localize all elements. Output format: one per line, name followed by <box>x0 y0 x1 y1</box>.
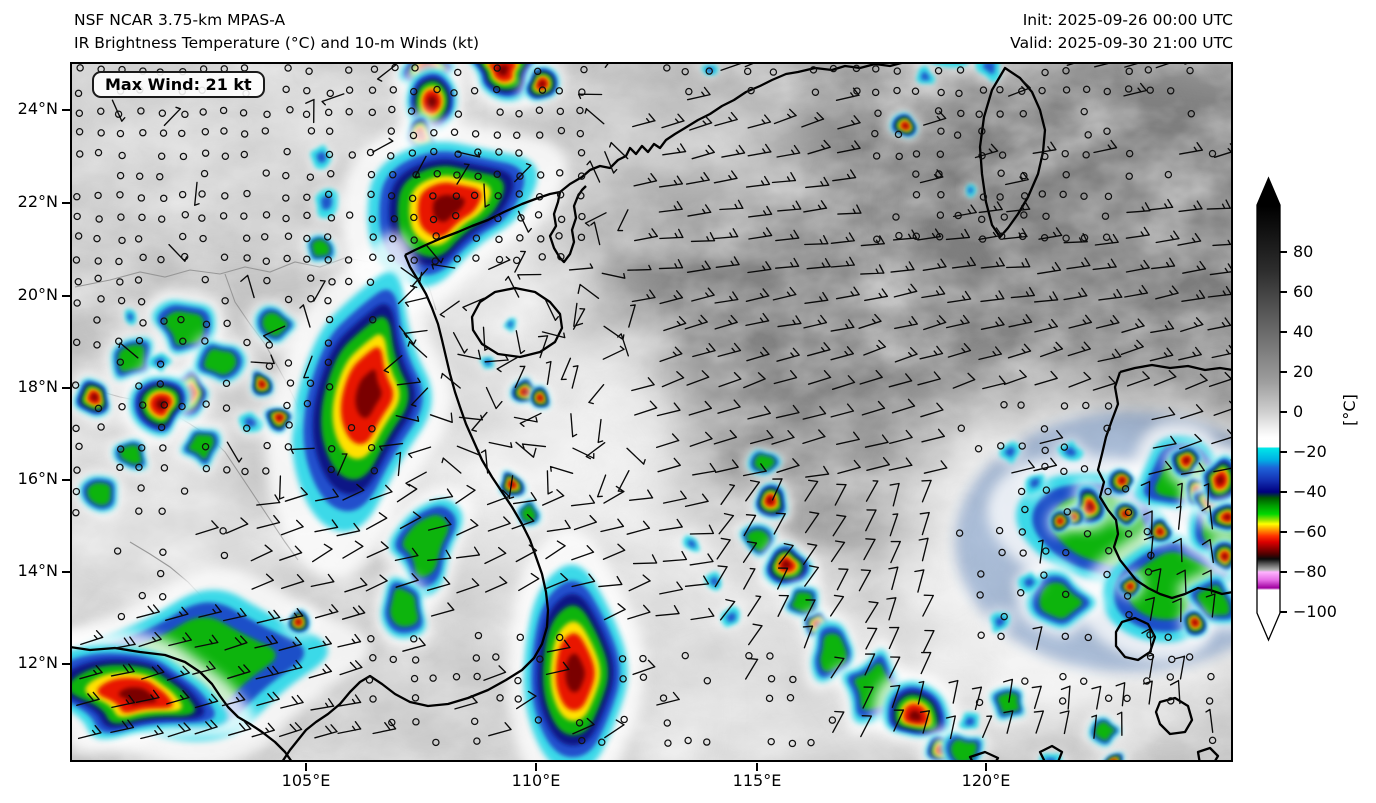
coastline <box>559 62 906 193</box>
y-tick <box>62 387 70 389</box>
colorbar-tick-label: 0 <box>1293 402 1304 421</box>
coastline <box>1119 363 1233 374</box>
colorbar-tick-label: 40 <box>1293 322 1314 341</box>
y-tick <box>62 202 70 204</box>
init-time-label: Init: 2025-09-26 00:00 UTC <box>1022 11 1233 29</box>
calm-wind-circles <box>71 63 1217 748</box>
title-block: NSF NCAR 3.75-km MPAS-A IR Brightness Tem… <box>74 9 479 55</box>
colorbar-tick-label: −60 <box>1293 522 1327 541</box>
coastline <box>548 185 587 264</box>
y-tick-label: 20°N <box>17 285 58 304</box>
y-tick-label: 16°N <box>17 469 58 488</box>
colorbar-bar <box>1256 176 1281 642</box>
y-tick <box>62 295 70 297</box>
coastline <box>70 645 293 762</box>
x-tick-label: 120°E <box>961 771 1011 790</box>
colorbar-tick-label: −40 <box>1293 482 1327 501</box>
coastline <box>1096 371 1233 600</box>
valid-time-label: Valid: 2025-09-30 21:00 UTC <box>1010 34 1233 52</box>
y-tick-label: 12°N <box>17 653 58 672</box>
colorbar-tick-label: 20 <box>1293 362 1314 381</box>
map-plot-area: Max Wind: 21 kt <box>70 62 1233 762</box>
y-tick-label: 18°N <box>17 377 58 396</box>
field-title: IR Brightness Temperature (°C) and 10-m … <box>74 34 479 52</box>
island-coastline <box>1114 616 1157 662</box>
y-tick-label: 14°N <box>17 561 58 580</box>
colorbar-tick-label: 80 <box>1293 242 1314 261</box>
island-coastline <box>470 286 564 359</box>
colorbar-tick-label: −20 <box>1293 442 1327 461</box>
coastline <box>281 254 550 762</box>
y-tick <box>62 663 70 665</box>
y-tick <box>62 109 70 111</box>
x-tick <box>985 763 987 771</box>
ir-satellite-wind-map <box>70 62 1233 762</box>
colorbar-tick-label: −80 <box>1293 562 1327 581</box>
convection-blobs <box>70 62 1233 762</box>
island-coastline <box>968 750 1000 762</box>
map-frame <box>70 62 1233 762</box>
y-tick-label: 24°N <box>17 99 58 118</box>
y-tick-label: 22°N <box>17 192 58 211</box>
x-tick-label: 110°E <box>511 771 561 790</box>
y-tick <box>62 479 70 481</box>
time-block: Init: 2025-09-26 00:00 UTC Valid: 2025-09… <box>1010 9 1233 55</box>
x-tick-label: 115°E <box>732 771 782 790</box>
x-tick-label: 105°E <box>281 771 331 790</box>
max-wind-badge: Max Wind: 21 kt <box>92 71 265 98</box>
colorbar-tick-label: 60 <box>1293 282 1314 301</box>
map-layers <box>70 62 1233 762</box>
wind-barbs <box>76 62 1233 740</box>
x-tick <box>305 763 307 771</box>
colorbar-tick-label: −100 <box>1293 602 1337 621</box>
model-title: NSF NCAR 3.75-km MPAS-A <box>74 11 286 29</box>
colorbar <box>1256 176 1287 642</box>
island-coastline <box>978 66 1047 239</box>
colorbar-unit-label: [°C] <box>1340 394 1359 426</box>
x-tick <box>535 763 537 771</box>
x-tick <box>756 763 758 771</box>
y-tick <box>62 571 70 573</box>
